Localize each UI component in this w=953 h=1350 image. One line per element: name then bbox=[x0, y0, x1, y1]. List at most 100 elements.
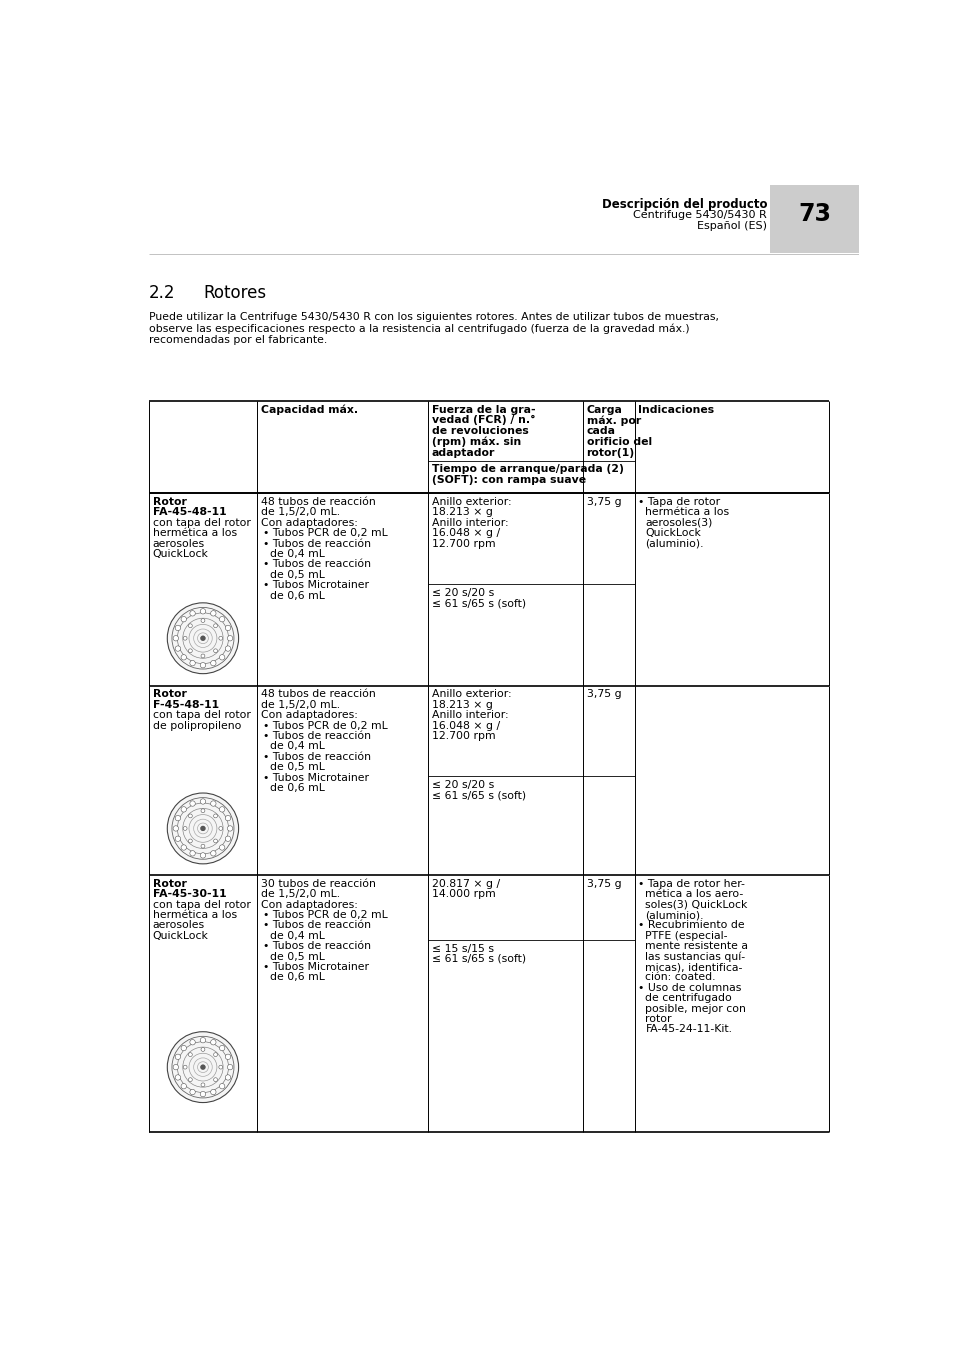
Circle shape bbox=[183, 1065, 187, 1069]
Text: ción: coated.: ción: coated. bbox=[645, 972, 715, 983]
Text: • Tapa de rotor: • Tapa de rotor bbox=[638, 497, 720, 508]
Circle shape bbox=[219, 655, 225, 660]
Circle shape bbox=[172, 636, 178, 641]
Text: FA-45-24-11-Kit.: FA-45-24-11-Kit. bbox=[645, 1025, 732, 1034]
Circle shape bbox=[175, 625, 180, 630]
Text: PTFE (especial-: PTFE (especial- bbox=[645, 931, 727, 941]
Text: Rotores: Rotores bbox=[203, 284, 266, 301]
Text: con tapa del rotor: con tapa del rotor bbox=[152, 518, 251, 528]
Text: • Tubos de reacción: • Tubos de reacción bbox=[263, 732, 371, 741]
Circle shape bbox=[181, 617, 186, 622]
Circle shape bbox=[213, 624, 217, 628]
Circle shape bbox=[201, 826, 205, 830]
Text: Centrifuge 5430/5430 R: Centrifuge 5430/5430 R bbox=[633, 209, 766, 220]
Text: ≤ 20 s/20 s: ≤ 20 s/20 s bbox=[431, 780, 494, 790]
Circle shape bbox=[167, 792, 238, 864]
Text: con tapa del rotor: con tapa del rotor bbox=[152, 710, 251, 721]
Text: Rotor: Rotor bbox=[152, 879, 186, 888]
Circle shape bbox=[219, 1045, 225, 1050]
Text: de 0,5 mL: de 0,5 mL bbox=[270, 952, 324, 961]
Text: Anillo interior:: Anillo interior: bbox=[431, 710, 508, 721]
Text: 3,75 g: 3,75 g bbox=[586, 879, 620, 888]
Circle shape bbox=[211, 660, 215, 666]
Circle shape bbox=[201, 809, 205, 813]
Text: mente resistente a: mente resistente a bbox=[645, 941, 748, 952]
Text: (aluminio).: (aluminio). bbox=[645, 539, 703, 548]
Text: Descripción del producto: Descripción del producto bbox=[601, 198, 766, 211]
Circle shape bbox=[225, 1075, 231, 1080]
Circle shape bbox=[175, 1075, 180, 1080]
Circle shape bbox=[201, 1065, 205, 1069]
Circle shape bbox=[190, 610, 195, 616]
Circle shape bbox=[219, 845, 225, 850]
Text: de 0,6 mL: de 0,6 mL bbox=[270, 783, 324, 792]
Text: ≤ 61 s/65 s (soft): ≤ 61 s/65 s (soft) bbox=[431, 954, 525, 964]
Text: Anillo interior:: Anillo interior: bbox=[431, 518, 508, 528]
Circle shape bbox=[181, 1084, 186, 1089]
Text: micas), identifica-: micas), identifica- bbox=[645, 963, 742, 972]
Circle shape bbox=[225, 625, 231, 630]
Circle shape bbox=[188, 649, 193, 652]
Circle shape bbox=[213, 814, 217, 818]
Circle shape bbox=[188, 624, 193, 628]
Circle shape bbox=[218, 826, 222, 830]
Text: 3,75 g: 3,75 g bbox=[586, 690, 620, 699]
Text: máx. por: máx. por bbox=[586, 416, 640, 425]
Circle shape bbox=[183, 636, 187, 640]
Text: ≤ 20 s/20 s: ≤ 20 s/20 s bbox=[431, 587, 494, 598]
Text: 48 tubos de reacción: 48 tubos de reacción bbox=[261, 690, 375, 699]
Circle shape bbox=[172, 826, 178, 832]
Circle shape bbox=[190, 1040, 195, 1045]
Text: • Tubos de reacción: • Tubos de reacción bbox=[263, 921, 371, 930]
Text: 16.048 × g /: 16.048 × g / bbox=[431, 721, 499, 730]
Text: FA-45-48-11: FA-45-48-11 bbox=[152, 508, 226, 517]
Text: de 0,5 mL: de 0,5 mL bbox=[270, 570, 324, 579]
Text: vedad (FCR) / n.°: vedad (FCR) / n.° bbox=[431, 416, 535, 425]
Text: 73: 73 bbox=[797, 202, 830, 225]
Text: Indicaciones: Indicaciones bbox=[638, 405, 714, 414]
Circle shape bbox=[211, 1089, 215, 1095]
Circle shape bbox=[200, 1091, 206, 1096]
Text: • Uso de columnas: • Uso de columnas bbox=[638, 983, 741, 992]
Text: hermética a los: hermética a los bbox=[152, 528, 236, 539]
Circle shape bbox=[219, 1084, 225, 1089]
Circle shape bbox=[225, 815, 231, 821]
Text: (rpm) máx. sin: (rpm) máx. sin bbox=[431, 437, 520, 447]
Circle shape bbox=[200, 609, 206, 614]
Text: 20.817 × g /: 20.817 × g / bbox=[431, 879, 499, 888]
Circle shape bbox=[181, 807, 186, 813]
Circle shape bbox=[213, 1077, 217, 1081]
Text: soles(3) QuickLock: soles(3) QuickLock bbox=[645, 899, 747, 910]
Text: 14.000 rpm: 14.000 rpm bbox=[431, 890, 495, 899]
Circle shape bbox=[200, 663, 206, 668]
Text: Tiempo de arranque/parada (2): Tiempo de arranque/parada (2) bbox=[431, 464, 623, 474]
Text: • Tubos Microtainer: • Tubos Microtainer bbox=[263, 580, 369, 590]
Circle shape bbox=[188, 814, 193, 818]
Circle shape bbox=[190, 1089, 195, 1095]
Circle shape bbox=[225, 836, 231, 841]
Text: ≤ 61 s/65 s (soft): ≤ 61 s/65 s (soft) bbox=[431, 791, 525, 801]
Circle shape bbox=[213, 649, 217, 652]
Text: • Tubos de reacción: • Tubos de reacción bbox=[263, 752, 371, 761]
Text: cada: cada bbox=[586, 427, 615, 436]
Circle shape bbox=[225, 645, 231, 651]
Text: aerosoles: aerosoles bbox=[152, 539, 205, 548]
Circle shape bbox=[200, 853, 206, 859]
Text: 18.213 × g: 18.213 × g bbox=[431, 508, 492, 517]
Circle shape bbox=[211, 801, 215, 806]
Text: 3,75 g: 3,75 g bbox=[586, 497, 620, 508]
Text: Anillo exterior:: Anillo exterior: bbox=[431, 690, 511, 699]
Text: ≤ 61 s/65 s (soft): ≤ 61 s/65 s (soft) bbox=[431, 598, 525, 609]
Text: Rotor: Rotor bbox=[152, 497, 186, 508]
Circle shape bbox=[201, 653, 205, 657]
Circle shape bbox=[227, 636, 233, 641]
Text: (aluminio).: (aluminio). bbox=[645, 910, 703, 921]
Text: hermética a los: hermética a los bbox=[645, 508, 729, 517]
Text: de 0,4 mL: de 0,4 mL bbox=[270, 931, 324, 941]
Text: Fuerza de la gra-: Fuerza de la gra- bbox=[431, 405, 535, 414]
Text: Capacidad máx.: Capacidad máx. bbox=[261, 405, 357, 414]
Circle shape bbox=[227, 826, 233, 832]
Circle shape bbox=[200, 1038, 206, 1044]
Text: • Tapa de rotor her-: • Tapa de rotor her- bbox=[638, 879, 744, 888]
Circle shape bbox=[201, 844, 205, 848]
